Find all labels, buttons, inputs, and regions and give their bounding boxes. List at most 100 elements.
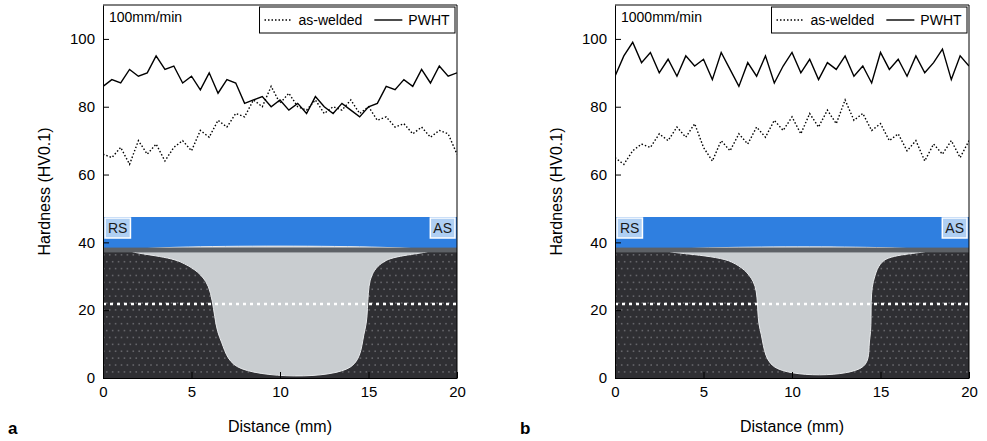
y-tick: 20	[78, 301, 109, 318]
macrograph-grain	[342, 371, 344, 373]
macrograph-grain	[742, 357, 744, 359]
macrograph-grain	[150, 364, 152, 366]
macrograph-grain	[454, 344, 456, 346]
macrograph-grain	[413, 344, 415, 346]
macrograph-grain	[647, 302, 649, 304]
macrograph-grain	[430, 371, 432, 373]
macrograph-grain	[180, 364, 182, 366]
macrograph-grain	[395, 261, 397, 263]
macrograph-grain	[668, 309, 670, 311]
macrograph-grain	[127, 309, 129, 311]
macrograph-grain	[724, 371, 726, 373]
macrograph-grain	[677, 371, 679, 373]
macrograph-grain	[647, 275, 649, 277]
macrograph-grain	[224, 371, 226, 373]
macrograph-grain	[206, 371, 208, 373]
macrograph-grain	[357, 364, 359, 366]
macrograph-grain	[197, 350, 199, 352]
macrograph-grain	[439, 350, 441, 352]
y-tick-label: 40	[78, 234, 95, 251]
macrograph-grain	[433, 282, 435, 284]
macrograph-grain	[371, 357, 373, 359]
annotation: RS	[108, 220, 127, 236]
macrograph-grain	[650, 282, 652, 284]
macrograph-grain	[428, 323, 430, 325]
macrograph-grain	[380, 337, 382, 339]
x-tick-label: 10	[272, 383, 289, 400]
macrograph-grain	[419, 316, 421, 318]
macrograph-grain	[445, 323, 447, 325]
macrograph-grain	[621, 323, 623, 325]
macrograph-grain	[383, 275, 385, 277]
macrograph-grain	[374, 350, 376, 352]
macrograph-grain	[751, 350, 753, 352]
macrograph-grain	[115, 295, 117, 297]
macrograph-grain	[177, 302, 179, 304]
macrograph-grain	[221, 364, 223, 366]
macrograph-grain	[739, 295, 741, 297]
macrograph-grain	[212, 344, 214, 346]
macrograph-grain	[203, 350, 205, 352]
macrograph-grain	[430, 357, 432, 359]
macrograph-grain	[416, 364, 418, 366]
frame-top	[103, 5, 457, 6]
legend-swatch	[265, 19, 293, 20]
x-tick: 15	[361, 372, 378, 400]
macrograph-grain	[177, 344, 179, 346]
macrograph-grain	[686, 337, 688, 339]
macrograph-grain	[683, 371, 685, 373]
macrograph-grain	[704, 282, 706, 284]
x-tick-mark	[103, 372, 104, 378]
macrograph-grain	[757, 337, 759, 339]
macrograph-grain	[630, 288, 632, 290]
macrograph-grain	[413, 261, 415, 263]
macrograph-grain	[869, 364, 871, 366]
macrograph-grain	[633, 364, 635, 366]
x-tick-mark	[280, 372, 281, 378]
macrograph-grain	[428, 337, 430, 339]
macrograph-grain	[436, 330, 438, 332]
macrograph-grain	[147, 344, 149, 346]
macrograph-grain	[721, 295, 723, 297]
macrograph-grain	[433, 295, 435, 297]
x-tick-mark	[369, 372, 370, 378]
macrograph-grain	[121, 337, 123, 339]
macrograph-grain	[886, 268, 888, 270]
macrograph-grain	[197, 364, 199, 366]
macrograph-grain	[715, 337, 717, 339]
x-tick-label: 20	[449, 383, 466, 400]
macrograph-grain	[633, 295, 635, 297]
macrograph-grain	[180, 350, 182, 352]
macrograph-grain	[168, 323, 170, 325]
macrograph-grain	[881, 309, 883, 311]
macrograph-grain	[186, 323, 188, 325]
macrograph-grain	[445, 350, 447, 352]
macrograph-grain	[439, 254, 441, 256]
macrograph-grain	[618, 357, 620, 359]
macrograph-grain	[366, 371, 368, 373]
macrograph-grain	[150, 337, 152, 339]
macrograph-grain	[668, 364, 670, 366]
macrograph-grain	[892, 268, 894, 270]
macrograph-grain	[354, 371, 356, 373]
macrograph-grain	[386, 268, 388, 270]
macrograph-grain	[645, 254, 647, 256]
macrograph-grain	[736, 371, 738, 373]
macrograph-grain	[701, 261, 703, 263]
macrograph-grain	[621, 254, 623, 256]
macrograph-grain	[168, 295, 170, 297]
macrograph-grain	[118, 275, 120, 277]
macrograph-grain	[442, 302, 444, 304]
macrograph-grain	[430, 288, 432, 290]
macrograph-grain	[380, 364, 382, 366]
macrograph-grain	[698, 282, 700, 284]
macrograph-grain	[171, 261, 173, 263]
macrograph-grain	[730, 371, 732, 373]
macrograph-grain	[407, 316, 409, 318]
macrograph-grain	[203, 364, 205, 366]
macrograph-grain	[410, 323, 412, 325]
macrograph-grain	[386, 337, 388, 339]
macrograph-grain	[763, 350, 765, 352]
macrograph-grain	[404, 268, 406, 270]
macrograph-grain	[656, 282, 658, 284]
